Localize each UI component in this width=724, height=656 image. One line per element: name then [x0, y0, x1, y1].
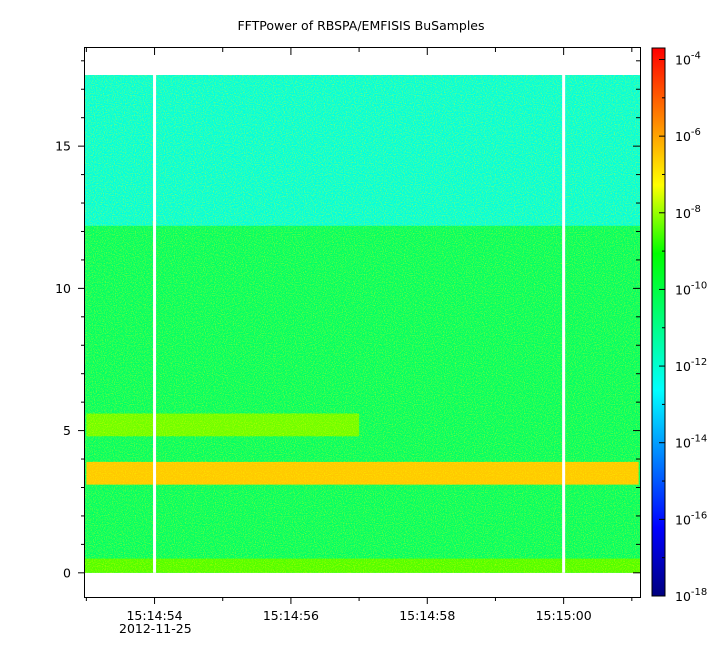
colorbar-tick-label: 10-8 [675, 204, 701, 221]
colorbar-tick-label: 10-10 [675, 280, 707, 297]
colorbar-ticks: 10-4 10-6 10-8 10-10 10-12 10-14 10-16 10-18 [659, 50, 707, 604]
data-gap [153, 75, 157, 573]
colorbar-tick-label: 10-18 [675, 587, 707, 604]
data-gap [562, 75, 566, 573]
data-gaps [153, 75, 566, 573]
colorbar: 10-4 10-6 10-8 10-10 10-12 10-14 10-16 10-18 [651, 47, 707, 604]
colorbar-tick-label: 10-14 [675, 434, 707, 451]
x-tick-label: 15:14:56 [263, 608, 319, 623]
y-tick-label: 5 [63, 423, 71, 438]
x-axis: 2012-11-25 15:14:54 15:14:56 15:14:58 15:15… [85, 48, 633, 636]
spectrogram-image [85, 75, 640, 573]
y-axis: 0 5 10 15 [55, 60, 640, 580]
y-tick-label: 15 [55, 139, 71, 154]
x-tick-label: 15:14:54 [126, 608, 182, 623]
plot-frame [84, 47, 641, 598]
colorbar-tick-label: 10-6 [675, 127, 701, 144]
y-tick-label: 0 [63, 565, 71, 580]
x-tick-label: 15:15:00 [536, 608, 592, 623]
chart-title: FFTPower of RBSPA/EMFISIS BuSamples [237, 18, 484, 33]
plot-area [84, 47, 641, 598]
noise-texture [85, 75, 640, 573]
colorbar-tick-label: 10-12 [675, 357, 707, 374]
x-date-label: 2012-11-25 [119, 621, 192, 636]
colorbar-tick-label: 10-16 [675, 510, 707, 527]
colorbar-gradient [651, 47, 666, 597]
y-tick-label: 10 [55, 281, 71, 296]
colorbar-tick-label: 10-4 [675, 50, 701, 67]
x-tick-label: 15:14:58 [399, 608, 455, 623]
